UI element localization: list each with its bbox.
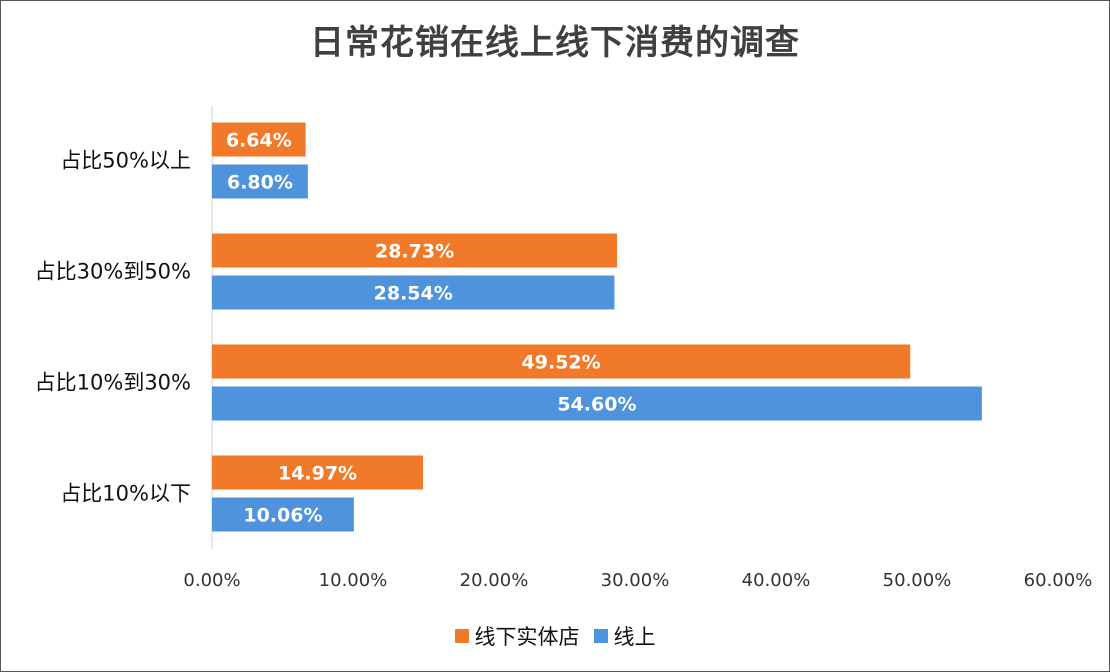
data-label: 6.80% [227,172,293,194]
x-tick-label: 60.00% [1024,570,1093,591]
bar-online [212,275,615,310]
legend-label-online: 线上 [613,625,656,649]
legend-label-offline: 线下实体店 [474,625,580,649]
data-label: 28.54% [374,283,453,305]
x-tick-label: 50.00% [883,570,952,591]
data-label: 14.97% [278,463,357,485]
data-label: 28.73% [375,241,454,263]
x-tick-label: 10.00% [319,570,388,591]
bar-online [212,497,354,532]
data-label: 6.64% [226,130,292,152]
bar-online [212,164,308,199]
data-label: 54.60% [557,394,636,416]
bar-offline [212,344,911,379]
bar-offline [212,455,424,490]
data-label: 10.06% [243,505,322,527]
legend-swatch-offline [454,629,469,643]
category-label: 占比10%到30% [35,371,191,395]
bar-offline [212,122,306,157]
bar-online [212,386,982,421]
x-tick-label: 0.00% [183,570,240,591]
x-tick-label: 30.00% [601,570,670,591]
chart-title: 日常花销在线上线下消费的调查 [310,23,800,63]
category-label: 占比50%以上 [60,149,191,173]
legend: 线下实体店 线上 [1,621,1109,651]
category-label: 占比10%以下 [60,482,191,506]
bar-offline [212,233,618,268]
x-tick-label: 40.00% [742,570,811,591]
data-label: 49.52% [522,352,601,374]
legend-item-offline: 线下实体店 [454,621,580,651]
category-label: 占比30%到50% [35,260,191,284]
legend-item-online: 线上 [593,621,656,651]
legend-swatch-online [593,629,608,643]
x-tick-label: 20.00% [460,570,529,591]
